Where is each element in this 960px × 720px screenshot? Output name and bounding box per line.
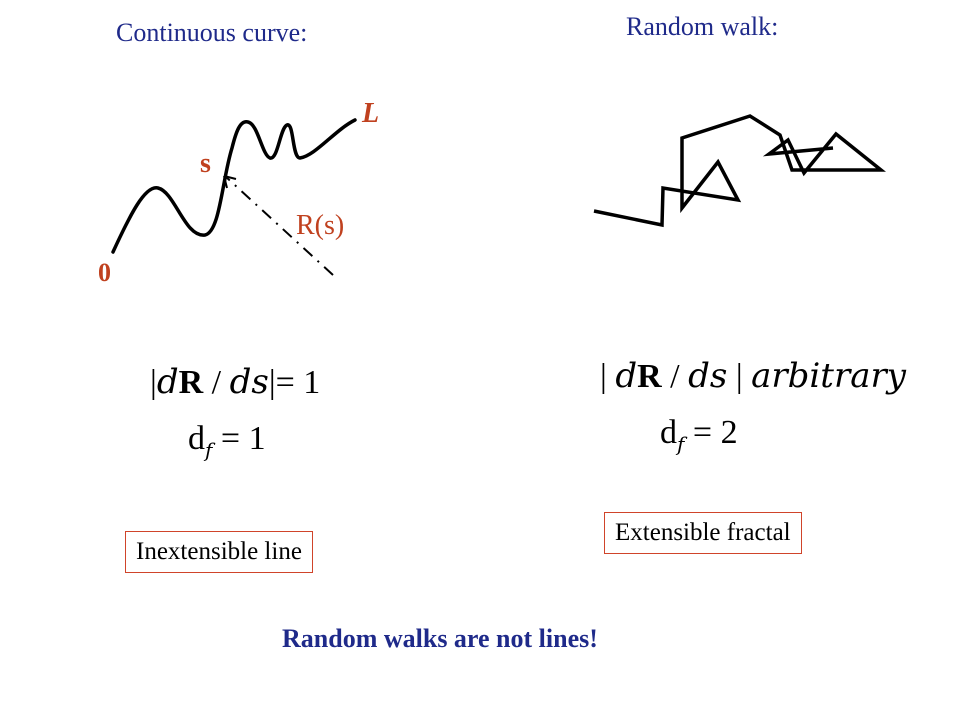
formula-slash: /	[670, 358, 680, 395]
formula-d-symbol: d	[660, 414, 677, 451]
formula-unit-tangent: |dR / ds|= 1	[150, 362, 320, 402]
label-s: s	[200, 148, 211, 179]
extensible-fractal-box: Extensible fractal	[604, 512, 802, 554]
formula-bar-close: |	[735, 358, 743, 395]
formula-R: R	[637, 358, 662, 395]
inextensible-line-box: Inextensible line	[125, 531, 313, 573]
formula-f-subscript: f	[677, 431, 685, 456]
continuous-curve-heading: Continuous curve:	[116, 18, 308, 47]
formula-f-subscript: f	[205, 437, 213, 462]
formula-ds: ds	[688, 356, 728, 396]
formula-ds: ds	[229, 362, 269, 402]
formula-slash: /	[211, 364, 222, 401]
formula-fractal-dimension-2: df = 2	[660, 414, 738, 457]
position-vector-arrowhead	[223, 175, 237, 189]
label-origin: 0	[98, 258, 111, 287]
random-walk-path	[593, 114, 886, 228]
label-R-of-s: R(s)	[296, 210, 345, 241]
formula-d-symbol: d	[188, 420, 205, 457]
formula-bar-close: |	[268, 364, 276, 401]
formula-R: R	[178, 364, 204, 401]
formula-d: d	[615, 356, 638, 396]
formula-equals-value: = 1	[220, 420, 266, 457]
formula-equals: = 1	[275, 364, 321, 401]
formula-bar-open: |	[150, 364, 157, 401]
label-L: L	[362, 98, 380, 129]
formula-fractal-dimension-1: df = 1	[188, 420, 266, 463]
formula-arbitrary-word: arbitrary	[751, 356, 906, 396]
random-walk-heading: Random walk:	[626, 12, 779, 41]
formula-arbitrary-tangent: | dR / ds | arbitrary	[600, 356, 906, 396]
continuous-curve	[111, 118, 357, 254]
conclusion-text: Random walks are not lines!	[282, 624, 598, 653]
formula-bar-open: |	[600, 358, 607, 395]
position-vector-line	[225, 176, 334, 276]
formula-equals-value: = 2	[692, 414, 738, 451]
formula-d: d	[156, 362, 179, 402]
